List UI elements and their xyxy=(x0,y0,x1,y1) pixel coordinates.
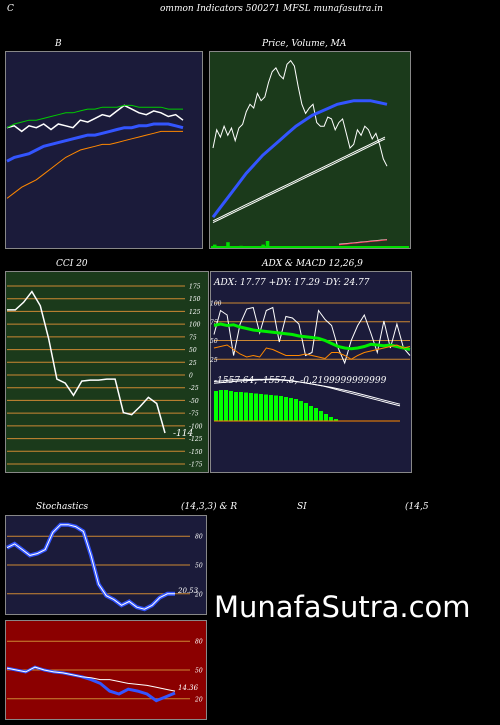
tick-label: -150 xyxy=(189,449,203,456)
tick-label: -175 xyxy=(189,462,203,469)
price-line xyxy=(212,59,388,167)
tick-label: 50 xyxy=(189,347,197,354)
stochastics-title: Stochastics xyxy=(36,502,89,512)
macd-hist-bar xyxy=(234,392,238,421)
macd-hist-bar xyxy=(244,392,248,421)
price-ma-title: Price, Volume, MA xyxy=(262,39,347,49)
cci-title: CCI 20 xyxy=(56,259,88,269)
adx-title: ADX & MACD 12,26,9 xyxy=(262,259,363,269)
header-letter: C xyxy=(7,4,14,14)
macd-hist-bar xyxy=(284,397,288,421)
cci-line xyxy=(7,290,166,434)
macd-hist-bar xyxy=(279,396,283,421)
rsi-white xyxy=(6,666,176,692)
tick-label: 25 xyxy=(210,357,218,364)
macd-hist-bar xyxy=(269,395,273,421)
tick-label: 20 xyxy=(194,696,203,703)
macd-hist-bar xyxy=(219,390,223,421)
header-title: ommon Indicators 500271 MFSL munafasutra… xyxy=(160,4,383,14)
macd-hist-bar xyxy=(259,394,263,421)
macd-hist-bar xyxy=(229,391,233,421)
volume-bar xyxy=(261,244,265,247)
tick-label: 80 xyxy=(195,534,203,541)
tick-label: 100 xyxy=(210,301,222,308)
tick-label: -25 xyxy=(189,385,199,392)
macd-line-1 xyxy=(213,379,401,405)
tick-label: 50 xyxy=(195,563,203,570)
macd-hist-bar xyxy=(314,408,318,421)
macd-hist-bar xyxy=(214,391,218,421)
macd-hist-bar xyxy=(254,393,258,421)
ma-pink xyxy=(338,239,388,246)
tick-label: 100 xyxy=(189,322,201,329)
macd-hist-bar xyxy=(334,419,338,421)
tick-label: 75 xyxy=(189,334,197,341)
stoch-last-label: 20.53 xyxy=(177,587,199,595)
macd-hist-bar xyxy=(264,394,268,421)
macd-hist-bar xyxy=(274,395,278,421)
adx-panel: ADX: 17.77 +DY: 17.29 -DY: 24.77 100 75 50 2… xyxy=(210,271,412,473)
rsi-last-label: 14.36 xyxy=(178,684,199,692)
macd-hist-bar xyxy=(289,398,293,421)
volume-bar xyxy=(239,245,243,247)
tick-label: -125 xyxy=(189,436,203,443)
macd-hist-bar xyxy=(294,399,298,421)
tick-label: 25 xyxy=(188,360,197,367)
tick-label: -75 xyxy=(189,411,199,418)
macd-hist-bar xyxy=(319,411,323,421)
ma-long-1 xyxy=(212,136,386,222)
cci-last-label: -114 xyxy=(173,429,193,439)
bollinger-series-3 xyxy=(6,130,183,199)
tick-label: 75 xyxy=(210,319,218,326)
stoch-d xyxy=(6,524,175,610)
bollinger-series-0 xyxy=(6,104,184,133)
adx-subtitle: ADX: 17.77 +DY: 17.29 -DY: 24.77 xyxy=(213,278,370,288)
macd-hist-bar xyxy=(324,414,328,421)
tick-label: 50 xyxy=(210,338,218,345)
rsi-params: (14,5 xyxy=(405,502,429,512)
adx-series-2 xyxy=(213,344,411,360)
adx-series-1 xyxy=(213,322,411,351)
bollinger-title: B xyxy=(55,39,62,49)
tick-label: -50 xyxy=(189,398,199,405)
bollinger-series-1 xyxy=(6,122,184,163)
price-ma-panel xyxy=(209,51,411,249)
ma-blue xyxy=(211,99,388,219)
macd-hist-bar xyxy=(329,417,333,421)
macd-hist-bar xyxy=(309,406,313,421)
volume-bar xyxy=(265,241,270,247)
stochastics-params: (14,3,3) & R xyxy=(181,502,238,512)
tick-label: 125 xyxy=(189,309,201,316)
tick-label: 150 xyxy=(189,296,201,303)
rsi-title: SI xyxy=(297,502,307,512)
volume-bar xyxy=(213,244,217,247)
adx-series-0 xyxy=(213,306,411,365)
macd-hist-bar xyxy=(299,401,303,421)
cci-panel: 175 150 125 100 75 50 25 0 -25 -50 -75 -100 -125 -150… xyxy=(5,271,209,473)
volume-bar xyxy=(226,242,230,247)
macd-hist-bar xyxy=(239,392,243,421)
panel-frame xyxy=(5,271,209,473)
tick-label: 20 xyxy=(194,591,203,598)
macd-hist-bar xyxy=(249,393,253,421)
macd-label: -1557.64, -1557.8, -0.2199999999999 xyxy=(214,376,387,386)
panel-frame xyxy=(210,271,412,473)
macd-hist-bar xyxy=(224,390,228,421)
ma-long-2 xyxy=(212,138,386,224)
bollinger-panel xyxy=(5,51,203,249)
tick-label: 80 xyxy=(195,639,203,646)
macd-hist-bar xyxy=(304,403,308,421)
tick-label: 175 xyxy=(189,284,201,291)
rsi-panel: 80 50 20 14.36 xyxy=(5,620,207,720)
tick-label: -100 xyxy=(189,423,203,430)
tick-label: 0 xyxy=(189,373,193,380)
watermark: MunafaSutra.com xyxy=(214,590,471,624)
bollinger-series-2 xyxy=(6,104,183,129)
tick-label: 50 xyxy=(195,668,203,675)
panel-frame xyxy=(209,51,411,249)
